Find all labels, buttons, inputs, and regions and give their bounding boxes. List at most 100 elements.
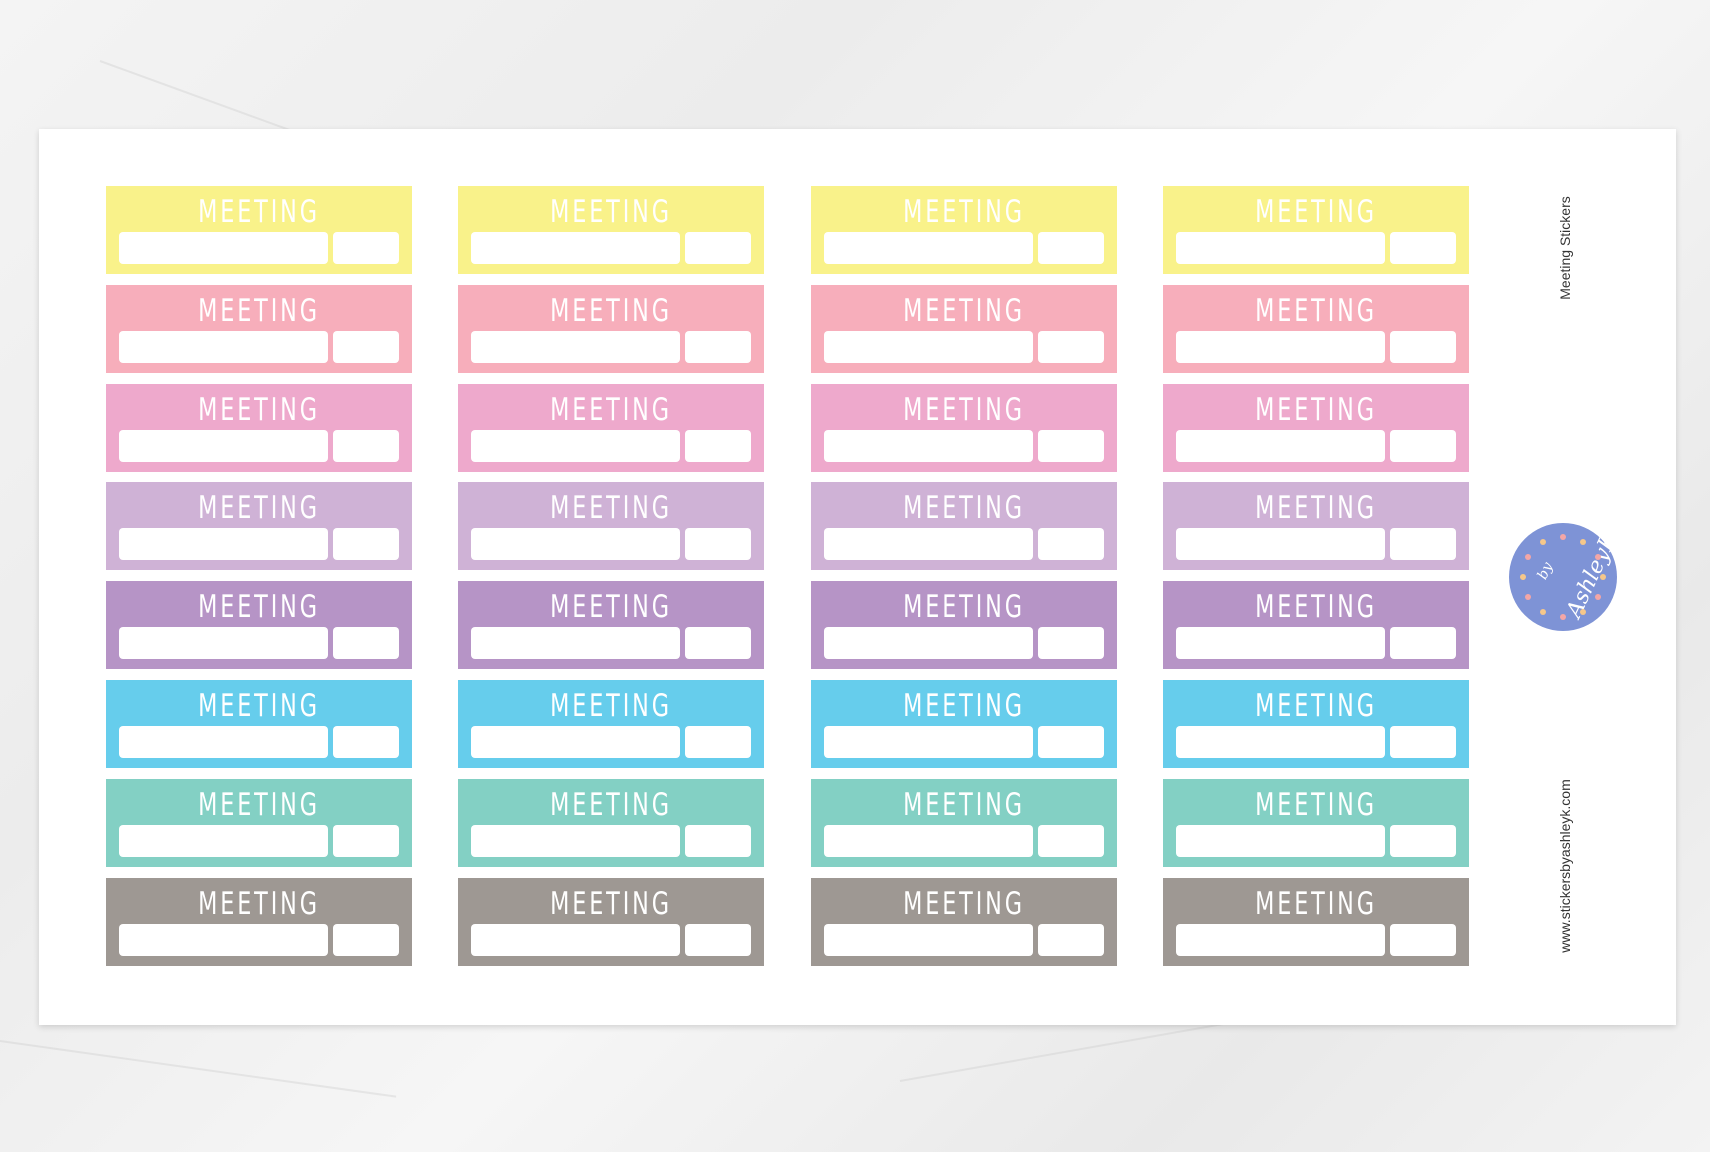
write-in-box	[119, 330, 328, 363]
time-box	[1390, 232, 1456, 264]
time-box	[685, 824, 751, 857]
logo-by: by	[1534, 559, 1557, 583]
sticker-label: MEETING	[198, 194, 320, 230]
write-in-box	[824, 528, 1033, 561]
meeting-sticker: MEETING	[811, 186, 1117, 274]
meeting-sticker: MEETING	[1163, 680, 1469, 768]
meeting-sticker: MEETING	[1163, 284, 1469, 373]
sticker-label: MEETING	[1255, 391, 1377, 428]
time-box	[1390, 923, 1456, 956]
write-in-box	[119, 429, 328, 462]
time-box	[1390, 528, 1456, 561]
sticker-label: MEETING	[550, 292, 672, 329]
sticker-label: MEETING	[1255, 589, 1377, 626]
time-box	[1390, 627, 1456, 660]
sticker-label: MEETING	[198, 490, 320, 527]
heart-icon	[1560, 614, 1566, 620]
sticker-label: MEETING	[550, 490, 672, 527]
time-box	[1390, 726, 1456, 758]
sticker-label: MEETING	[198, 786, 320, 823]
time-box	[685, 627, 751, 660]
meeting-sticker: MEETING	[1163, 778, 1469, 867]
meeting-sticker: MEETING	[1163, 383, 1469, 472]
sticker-label: MEETING	[903, 688, 1025, 724]
heart-icon	[1594, 554, 1601, 560]
time-box	[333, 528, 399, 561]
write-in-box	[471, 627, 680, 660]
sticker-label: MEETING	[550, 786, 672, 823]
time-box	[333, 726, 399, 758]
meeting-sticker: MEETING	[106, 284, 412, 373]
meeting-sticker: MEETING	[106, 186, 412, 274]
meeting-sticker: MEETING	[811, 877, 1117, 966]
sticker-label: MEETING	[550, 885, 672, 922]
time-box	[685, 726, 751, 758]
meeting-sticker: MEETING	[458, 581, 764, 670]
write-in-box	[471, 232, 680, 264]
sticker-label: MEETING	[198, 391, 320, 428]
time-box	[333, 923, 399, 956]
time-box	[1038, 528, 1104, 561]
time-box	[1038, 429, 1104, 462]
sticker-label: MEETING	[903, 885, 1025, 922]
meeting-sticker: MEETING	[106, 877, 412, 966]
sticker-label: MEETING	[903, 490, 1025, 527]
time-box	[1390, 429, 1456, 462]
time-box	[1038, 330, 1104, 363]
sticker-label: MEETING	[1255, 688, 1377, 724]
write-in-box	[119, 923, 328, 956]
time-box	[685, 232, 751, 264]
meeting-sticker: MEETING	[106, 581, 412, 670]
write-in-box	[824, 923, 1033, 956]
meeting-sticker: MEETING	[106, 383, 412, 472]
meeting-sticker: MEETING	[1163, 581, 1469, 670]
heart-icon	[1580, 539, 1586, 546]
write-in-box	[1176, 232, 1385, 264]
time-box	[1038, 627, 1104, 660]
marble-vein	[0, 1040, 397, 1098]
heart-icon	[1560, 534, 1566, 540]
write-in-box	[471, 923, 680, 956]
write-in-box	[471, 726, 680, 758]
sticker-label: MEETING	[903, 589, 1025, 626]
meeting-sticker: MEETING	[106, 482, 412, 571]
heart-icon	[1594, 594, 1601, 600]
write-in-box	[119, 528, 328, 561]
heart-icon	[1525, 554, 1532, 560]
write-in-box	[471, 429, 680, 462]
sheet-title: Meeting Stickers	[1557, 196, 1573, 300]
meeting-sticker: MEETING	[811, 680, 1117, 768]
time-box	[1038, 824, 1104, 857]
time-box	[685, 923, 751, 956]
meeting-sticker: MEETING	[811, 383, 1117, 472]
meeting-sticker: MEETING	[458, 383, 764, 472]
write-in-box	[119, 232, 328, 264]
heart-icon	[1540, 539, 1546, 546]
heart-icon	[1600, 574, 1606, 580]
write-in-box	[471, 528, 680, 561]
write-in-box	[471, 824, 680, 857]
write-in-box	[119, 627, 328, 660]
sticker-label: MEETING	[198, 885, 320, 922]
sticker-label: MEETING	[550, 391, 672, 428]
time-box	[1390, 824, 1456, 857]
sticker-label: MEETING	[903, 292, 1025, 329]
write-in-box	[824, 627, 1033, 660]
meeting-sticker: MEETING	[811, 284, 1117, 373]
time-box	[1038, 726, 1104, 758]
sticker-label: MEETING	[903, 391, 1025, 428]
meeting-sticker: MEETING	[1163, 482, 1469, 571]
sticker-label: MEETING	[1255, 786, 1377, 823]
sticker-sheet	[39, 129, 1676, 1025]
time-box	[685, 330, 751, 363]
meeting-sticker: MEETING	[458, 284, 764, 373]
write-in-box	[471, 330, 680, 363]
sticker-label: MEETING	[1255, 490, 1377, 527]
website-text: www.stickersbyashleyk.com	[1557, 779, 1573, 953]
write-in-box	[824, 330, 1033, 363]
meeting-sticker: MEETING	[1163, 877, 1469, 966]
sticker-label: MEETING	[1255, 194, 1377, 230]
time-box	[333, 232, 399, 264]
sticker-label: MEETING	[1255, 885, 1377, 922]
write-in-box	[1176, 627, 1385, 660]
